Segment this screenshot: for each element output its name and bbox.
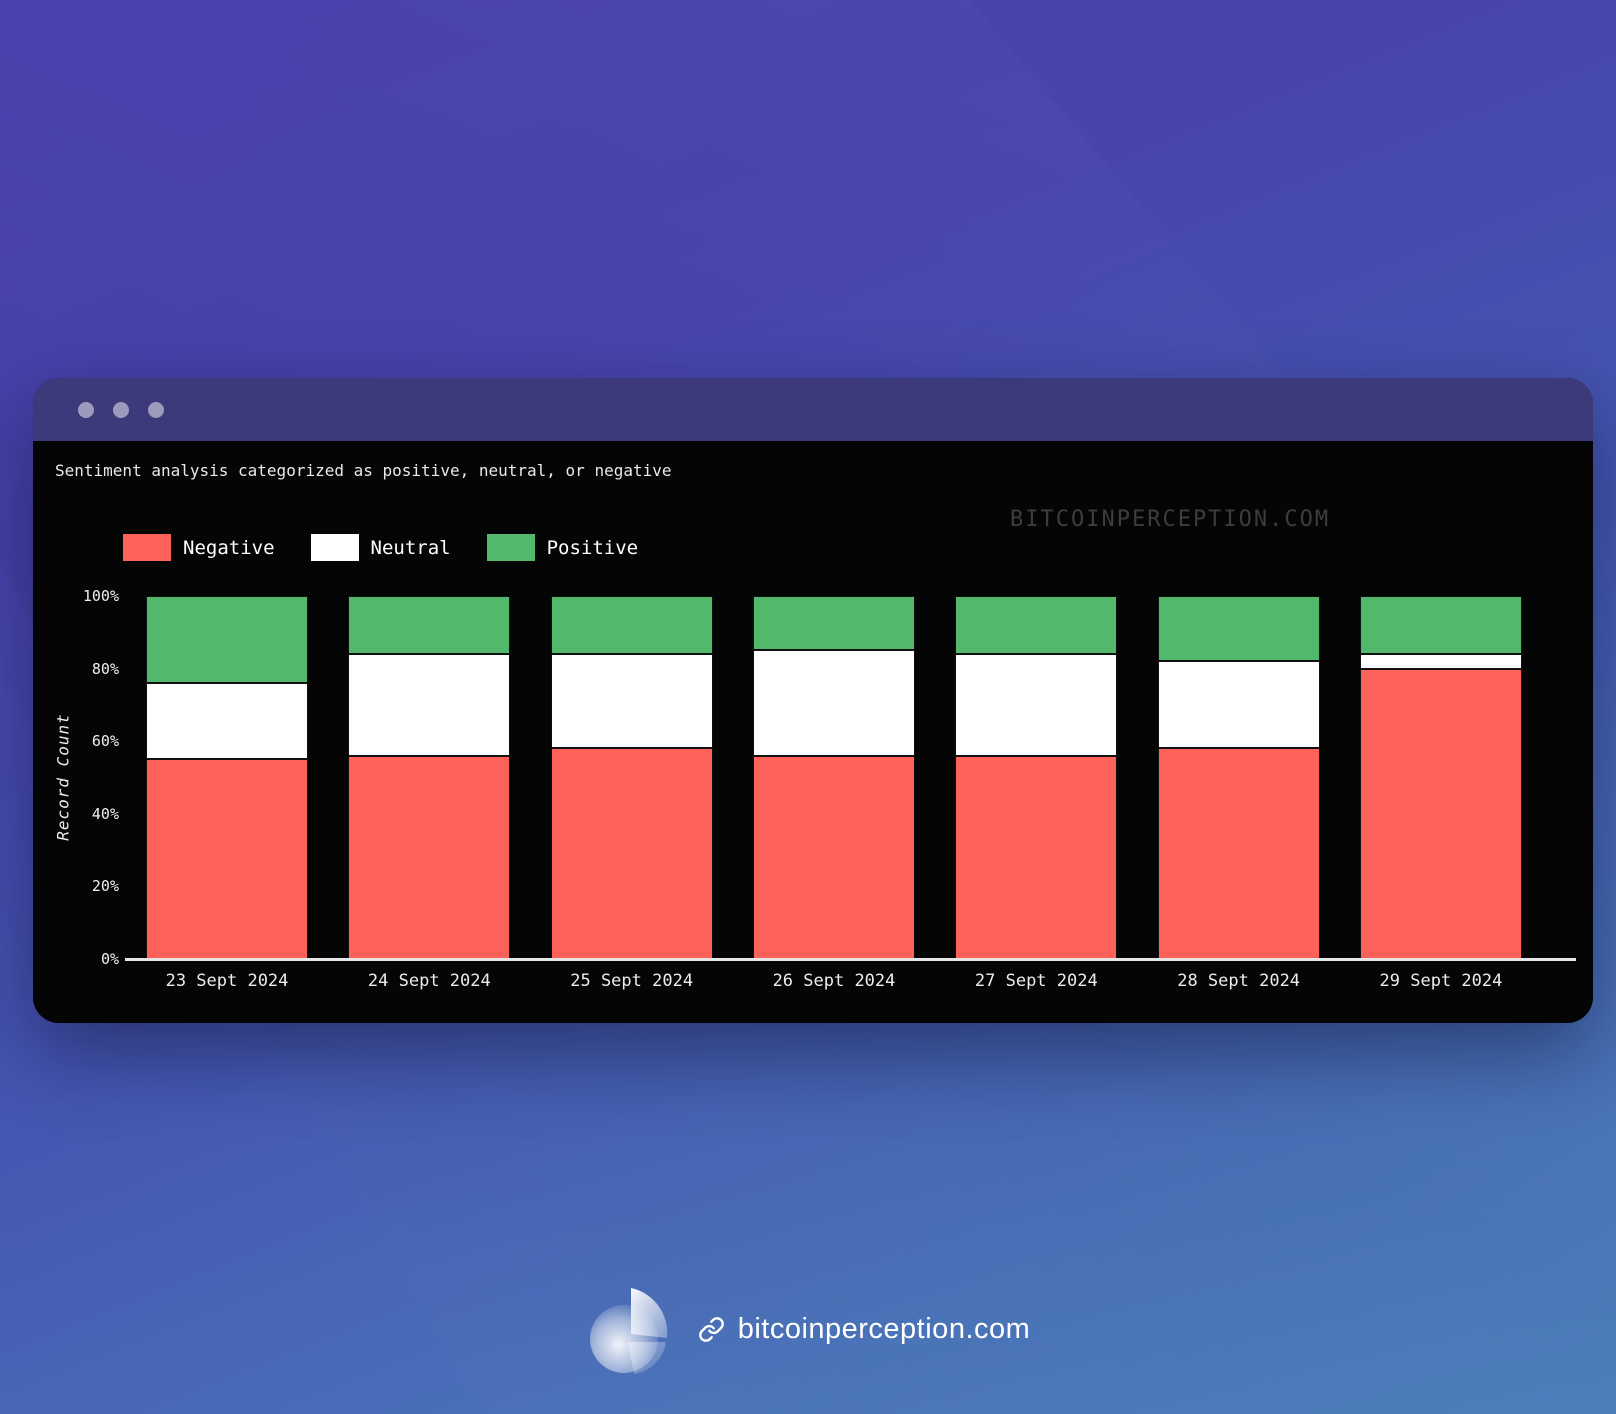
bar-segment-neutral [1157, 661, 1320, 749]
stacked-bar [1359, 596, 1522, 959]
stacked-bar [955, 596, 1118, 959]
window-control-dot[interactable] [148, 401, 164, 418]
legend-label: Negative [183, 536, 275, 559]
x-tick-label: 27 Sept 2024 [974, 971, 1098, 991]
bar-segment-positive [348, 596, 511, 655]
footer-link[interactable]: bitcoinperception.com [698, 1313, 1031, 1346]
legend-swatch [123, 534, 171, 561]
pie-chart-logo [589, 1288, 667, 1374]
stacked-bar [550, 596, 713, 959]
bar-segment-positive [1359, 596, 1522, 655]
legend-swatch [310, 534, 359, 561]
legend-label: Positive [546, 536, 639, 559]
legend-label: Neutral [370, 536, 451, 559]
legend-swatch [486, 534, 535, 561]
y-tick-label: 100% [82, 587, 119, 605]
bar-segment-negative [955, 755, 1118, 959]
legend-item: Positive [486, 534, 639, 561]
stacked-bar [752, 596, 915, 959]
bar-segment-negative [752, 755, 915, 959]
bar-segment-neutral [550, 654, 713, 749]
legend-item: Neutral [310, 534, 451, 561]
footer: bitcoinperception.com [0, 1282, 1616, 1376]
bar-segment-negative [348, 755, 511, 959]
x-tick-label: 29 Sept 2024 [1379, 971, 1503, 991]
y-tick-label: 0% [100, 950, 119, 968]
bar-segment-positive [955, 596, 1118, 655]
bar-series [146, 596, 1522, 959]
bar-segment-neutral [348, 654, 511, 756]
bar-segment-neutral [955, 654, 1118, 756]
bar-segment-positive [1157, 596, 1320, 662]
x-axis-labels: 23 Sept 2024 24 Sept 2024 25 Sept 2024 26 S… [146, 971, 1522, 991]
bar-segment-negative [1359, 668, 1522, 959]
y-tick-label: 20% [91, 877, 119, 896]
plot-area [146, 596, 1522, 959]
footer-link-text: bitcoinperception.com [737, 1312, 1031, 1345]
y-tick-label: 40% [91, 804, 119, 823]
x-axis-line [125, 958, 1576, 961]
link-icon [698, 1316, 725, 1343]
y-tick-label: 80% [91, 659, 119, 678]
chart-panel: Sentiment analysis categorized as positi… [33, 441, 1593, 1023]
chart-legend: Negative Neutral Positive [123, 534, 638, 561]
app-window: Sentiment analysis categorized as positi… [33, 378, 1593, 1023]
bar-segment-neutral [752, 650, 915, 756]
y-axis-ticks: 0% 20% 40% 60% 80% 100% [33, 587, 119, 968]
x-tick-label: 26 Sept 2024 [772, 971, 896, 991]
legend-item: Negative [123, 534, 275, 561]
bar-segment-neutral [146, 683, 308, 760]
x-tick-label: 24 Sept 2024 [367, 971, 491, 991]
x-tick-label: 28 Sept 2024 [1177, 971, 1301, 991]
watermark-text: BITCOINPERCEPTION.COM [1010, 507, 1331, 532]
x-tick-label: 23 Sept 2024 [165, 971, 289, 991]
stacked-bar [146, 596, 308, 959]
window-control-dot[interactable] [113, 401, 129, 418]
chart-title: Sentiment analysis categorized as positi… [55, 461, 672, 480]
bar-segment-negative [146, 759, 308, 959]
stacked-bar [348, 596, 511, 959]
bar-segment-negative [550, 748, 713, 959]
y-tick-label: 60% [91, 732, 119, 751]
bar-segment-negative [1157, 748, 1320, 959]
bar-segment-positive [550, 596, 713, 655]
bar-segment-neutral [1359, 654, 1522, 669]
window-control-dot[interactable] [78, 401, 94, 418]
window-titlebar [33, 378, 1593, 441]
x-tick-label: 25 Sept 2024 [570, 971, 694, 991]
bar-segment-positive [752, 596, 915, 651]
bar-segment-positive [146, 596, 308, 684]
stacked-bar [1157, 596, 1320, 959]
